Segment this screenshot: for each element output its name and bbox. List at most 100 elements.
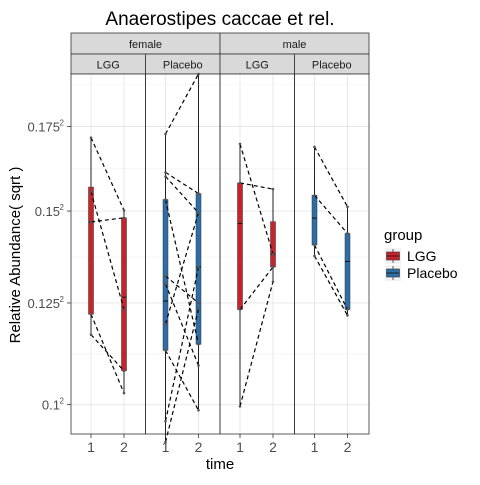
paired-line	[164, 199, 200, 345]
data-point	[164, 274, 167, 278]
box-lgg-time-2	[121, 217, 127, 372]
box-lgg-time-1	[88, 186, 94, 315]
data-point	[122, 369, 126, 373]
data-point	[197, 265, 200, 269]
y-tick-label: 0.15	[35, 204, 60, 219]
panel-male-placebo	[311, 145, 351, 317]
paired-line	[164, 350, 200, 411]
paired-line	[90, 217, 125, 223]
data-point	[164, 322, 167, 326]
legend-label-lgg: LGG	[407, 248, 437, 264]
data-point	[122, 391, 126, 395]
data-point	[197, 211, 200, 215]
data-point	[271, 265, 275, 269]
data-point	[346, 314, 349, 317]
data-point	[164, 349, 167, 352]
data-point	[313, 254, 316, 258]
x-tick-label: 1	[87, 439, 95, 455]
facet-label-placebo: Placebo	[163, 60, 203, 72]
x-tick-label: 1	[311, 439, 319, 455]
paired-line	[90, 313, 125, 394]
data-point	[164, 419, 167, 423]
data-point	[164, 132, 167, 136]
x-tick-label: 1	[236, 439, 244, 455]
data-point	[271, 187, 275, 191]
data-point	[197, 192, 200, 195]
box-lgg-time-1	[237, 182, 243, 310]
panel-border	[294, 73, 370, 435]
y-tick-label-exponent: 2	[60, 203, 65, 212]
panel-contents	[70, 72, 370, 444]
y-tick-label-exponent: 2	[60, 119, 65, 128]
paired-line	[164, 73, 200, 135]
panel-background	[220, 74, 295, 434]
paired-line	[239, 266, 274, 310]
data-point	[197, 343, 200, 346]
data-point	[238, 181, 242, 185]
box-lgg-time-2	[270, 221, 276, 268]
paired-line	[239, 182, 274, 190]
data-point	[271, 280, 275, 283]
paired-line	[164, 212, 200, 325]
data-point	[238, 308, 242, 311]
data-point	[89, 136, 93, 139]
chart-title: Anaerostipes caccae et rel.	[105, 9, 334, 30]
data-point	[238, 405, 242, 408]
x-tick-label: 1	[162, 439, 170, 455]
box-placebo-time-1	[311, 195, 318, 246]
facet-label-male: male	[283, 39, 307, 51]
y-tick-label: 0.1	[42, 398, 60, 413]
panel-background	[145, 74, 220, 434]
x-tick-label: 2	[269, 439, 277, 455]
paired-line	[164, 283, 200, 366]
panel-background	[294, 74, 369, 434]
data-point	[122, 209, 126, 212]
y-tick-label: 0.175	[27, 120, 60, 135]
data-point	[313, 194, 316, 197]
paired-line	[239, 143, 274, 255]
data-point	[164, 175, 167, 178]
facet-label-lgg: LGG	[246, 60, 269, 72]
data-point	[89, 333, 93, 336]
data-point	[346, 205, 349, 209]
facet-strips: female male LGG Placebo LGG Placebo	[70, 32, 370, 75]
data-point	[197, 408, 200, 412]
x-tick-label: 2	[344, 439, 352, 455]
x-axis-label: time	[206, 456, 234, 473]
panel-female-lgg	[88, 136, 127, 395]
legend-title: group	[384, 227, 422, 244]
data-point	[89, 190, 93, 193]
data-point	[197, 307, 200, 311]
x-tick-label: 2	[195, 439, 203, 455]
legend-label-placebo: Placebo	[407, 265, 458, 281]
x-tick-label: 2	[120, 439, 128, 455]
data-point	[164, 171, 167, 174]
data-point	[164, 440, 167, 444]
data-point	[346, 232, 349, 235]
y-axis-label: Relative Abundance( sqrt )	[7, 167, 24, 344]
data-point	[197, 364, 200, 367]
data-point	[271, 252, 275, 256]
data-point	[346, 308, 349, 311]
data-point	[89, 220, 93, 224]
data-point	[238, 142, 242, 146]
panel-female-placebo	[162, 72, 202, 444]
data-point	[313, 145, 316, 149]
facet-label-female: female	[129, 39, 162, 51]
data-point	[164, 282, 167, 286]
paired-line	[165, 275, 199, 304]
paired-line	[164, 266, 200, 422]
paired-line	[313, 244, 349, 310]
data-point	[89, 312, 93, 316]
facet-label-lgg: LGG	[97, 60, 120, 72]
facet-label-placebo: Placebo	[312, 60, 352, 72]
data-point	[313, 243, 316, 247]
paired-line	[90, 137, 125, 211]
data-point	[122, 216, 126, 220]
y-axis: 0.1 20.125 20.15 20.175 2	[27, 119, 71, 413]
box-placebo-time-2	[344, 233, 351, 310]
paired-line	[90, 334, 125, 372]
paired-line	[239, 281, 274, 407]
